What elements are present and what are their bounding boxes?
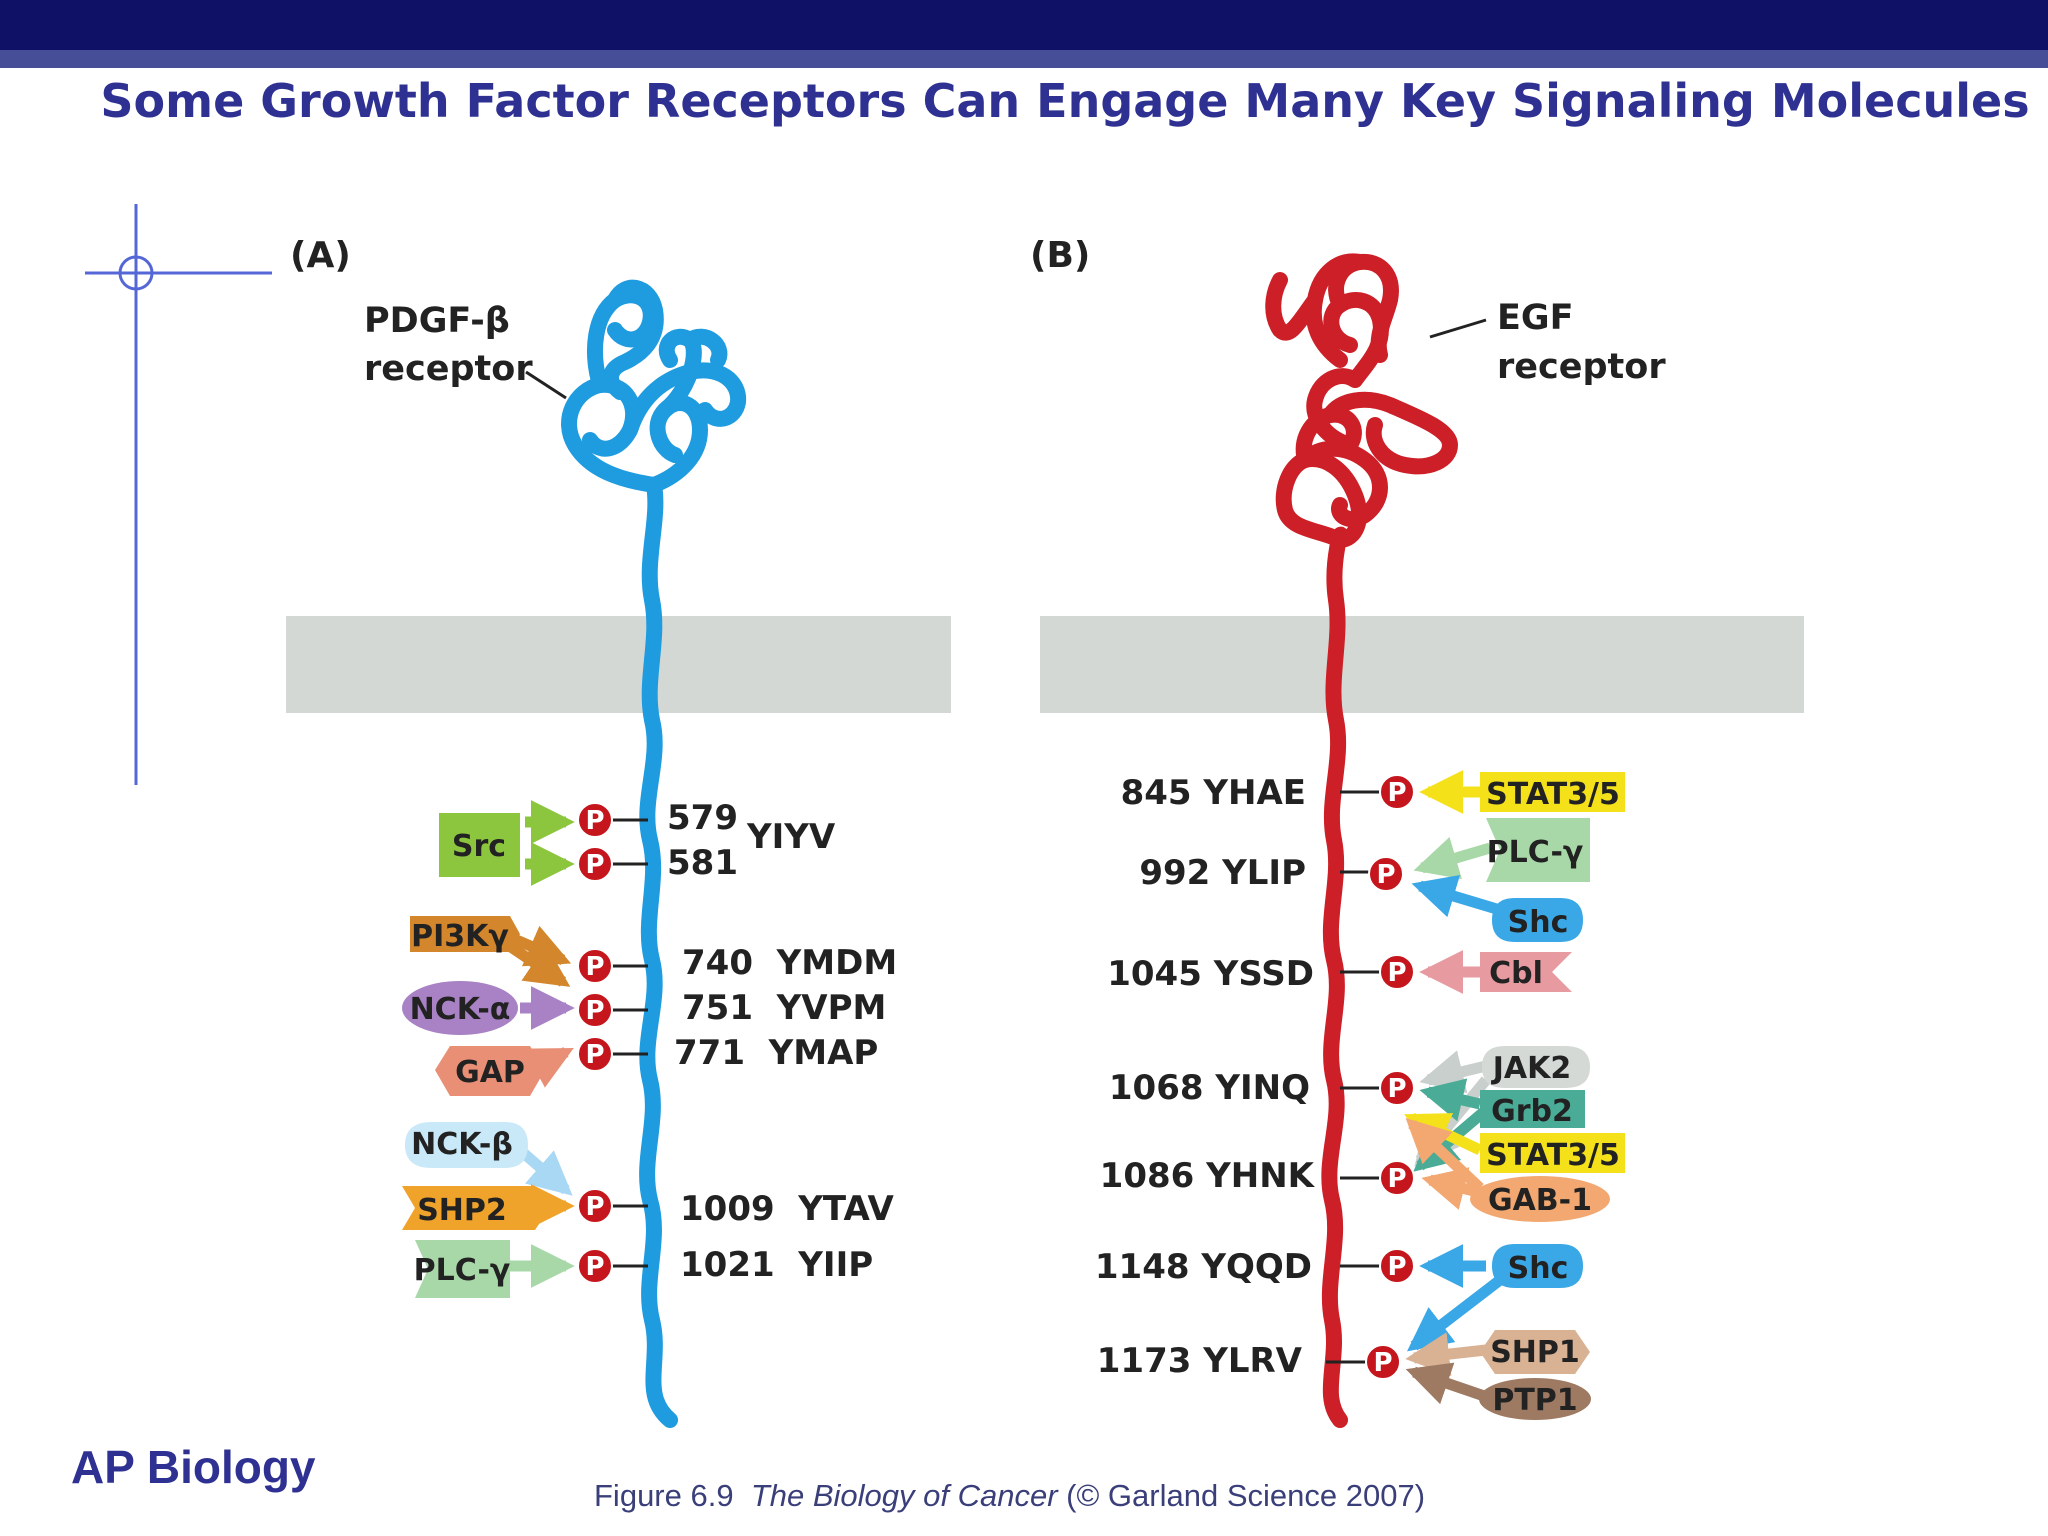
- phospho-b-5: P: [1387, 1164, 1406, 1194]
- copyright: (© Garland Science 2007): [1066, 1478, 1426, 1513]
- shc-bottom-pill: [1492, 1244, 1583, 1288]
- jak2-pill: [1482, 1046, 1590, 1088]
- shp2-box: [402, 1186, 550, 1230]
- phospho-b-3: P: [1387, 958, 1406, 988]
- panel-b-arrows: [1404, 770, 1504, 1405]
- ptp1-ellipse: [1479, 1378, 1591, 1420]
- panel-b-phospho-sites: P P P P P P P: [1365, 774, 1415, 1380]
- pdgf-receptor-label-line2: receptor: [364, 349, 533, 389]
- molecule-stat35-bottom: STAT3/5: [1486, 1138, 1620, 1173]
- molecule-shc-bottom: Shc: [1508, 1251, 1569, 1286]
- site-581: 581: [667, 843, 738, 883]
- molecule-nck-alpha: NCK-α: [410, 992, 511, 1027]
- site-845: 845 YHAE: [1121, 773, 1306, 813]
- course-label: AP Biology: [71, 1441, 316, 1493]
- header-bar: [0, 0, 2048, 50]
- site-751: 751 YVPM: [682, 988, 886, 1028]
- plc-gamma-b-box: [1486, 818, 1590, 882]
- egf-receptor-label-line2: receptor: [1497, 347, 1666, 387]
- site-992: 992 YLIP: [1139, 853, 1306, 893]
- site-579: 579: [667, 798, 738, 838]
- panel-a-letter: (A): [290, 235, 351, 276]
- plc-gamma-a-box: [415, 1240, 510, 1298]
- header-band: [0, 50, 2048, 68]
- pdgf-receptor-strand: [561, 279, 747, 1428]
- site-740: 740 YMDM: [682, 943, 897, 983]
- site-1045: 1045 YSSD: [1107, 954, 1314, 994]
- pi3k-box: [410, 916, 520, 952]
- slide-title: Some Growth Factor Receptors Can Engage …: [100, 74, 2030, 128]
- site-yiyv: YIYV: [746, 817, 836, 857]
- phospho-b-1: P: [1387, 778, 1406, 808]
- grb2-box: [1480, 1090, 1585, 1128]
- stat35-bottom-box: [1480, 1133, 1625, 1173]
- molecule-plc-gamma-a: PLC-γ: [414, 1253, 511, 1288]
- site-1068: 1068 YINQ: [1109, 1068, 1310, 1108]
- pdgf-label-leader: [525, 370, 567, 400]
- stat35-top-box: [1480, 772, 1625, 812]
- panel-b-connectors: [1326, 790, 1380, 1364]
- phospho-b-2: P: [1376, 860, 1395, 890]
- panel-b-letter: (B): [1030, 235, 1090, 276]
- membrane-b: [1040, 616, 1804, 713]
- molecule-gap: GAP: [455, 1055, 525, 1090]
- figure-ref: Figure 6.9: [594, 1478, 734, 1513]
- molecule-plc-gamma-b: PLC-γ: [1487, 835, 1584, 870]
- phospho-a-5: P: [585, 1040, 604, 1070]
- nck-alpha-ellipse: [402, 981, 518, 1035]
- phospho-a-4: P: [585, 996, 604, 1026]
- shp1-hexagon: [1480, 1330, 1590, 1374]
- site-1173: 1173 YLRV: [1097, 1341, 1303, 1381]
- site-1021: 1021 YIIP: [680, 1245, 873, 1285]
- crosshair-decoration: [85, 204, 272, 785]
- shc-top-pill: [1492, 898, 1583, 942]
- molecule-shp1: SHP1: [1490, 1335, 1580, 1370]
- panel-a-phospho-sites: P P P P P P P: [577, 802, 613, 1284]
- cbl-box: [1480, 952, 1572, 992]
- molecule-grb2: Grb2: [1491, 1094, 1573, 1129]
- phospho-b-4: P: [1387, 1074, 1406, 1104]
- molecule-src: Src: [452, 829, 506, 864]
- phospho-b-7: P: [1373, 1348, 1392, 1378]
- egf-receptor-label-line1: EGF: [1497, 298, 1574, 338]
- molecule-nck-beta: NCK-β: [411, 1127, 513, 1162]
- gab1-ellipse: [1470, 1176, 1610, 1222]
- molecule-ptp1: PTP1: [1492, 1383, 1577, 1418]
- pdgf-receptor-label-line1: PDGF-β: [364, 301, 510, 341]
- molecule-stat35-top: STAT3/5: [1486, 777, 1620, 812]
- nck-beta-pill: [405, 1122, 528, 1168]
- molecule-gab1: GAB-1: [1488, 1183, 1592, 1218]
- molecule-shc-top: Shc: [1508, 905, 1569, 940]
- phospho-a-7: P: [585, 1252, 604, 1282]
- site-1148: 1148 YQQD: [1095, 1247, 1312, 1287]
- egf-receptor-strand: [1265, 253, 1458, 1428]
- molecule-jak2: JAK2: [1491, 1051, 1572, 1086]
- molecule-cbl: Cbl: [1489, 956, 1543, 991]
- book-title: The Biology of Cancer: [750, 1478, 1058, 1513]
- site-771: 771 YMAP: [674, 1033, 878, 1073]
- egf-label-leader: [1429, 318, 1487, 339]
- figure-caption: Figure 6.9 The Biology of Cancer (© Garl…: [594, 1478, 1425, 1514]
- site-1086: 1086 YHNK: [1100, 1156, 1316, 1196]
- molecule-pi3k: PI3Kγ: [411, 919, 509, 954]
- panel-a-connectors: [612, 818, 648, 1268]
- membrane-a: [286, 616, 951, 713]
- phospho-a-2: P: [585, 850, 604, 880]
- src-box: [439, 813, 520, 877]
- phospho-a-3: P: [585, 952, 604, 982]
- phospho-b-6: P: [1387, 1252, 1406, 1282]
- site-1009: 1009 YTAV: [680, 1189, 894, 1229]
- phospho-a-1: P: [585, 806, 604, 836]
- phospho-a-6: P: [585, 1192, 604, 1222]
- molecule-shp2: SHP2: [417, 1193, 507, 1228]
- gap-hexagon: [435, 1046, 545, 1096]
